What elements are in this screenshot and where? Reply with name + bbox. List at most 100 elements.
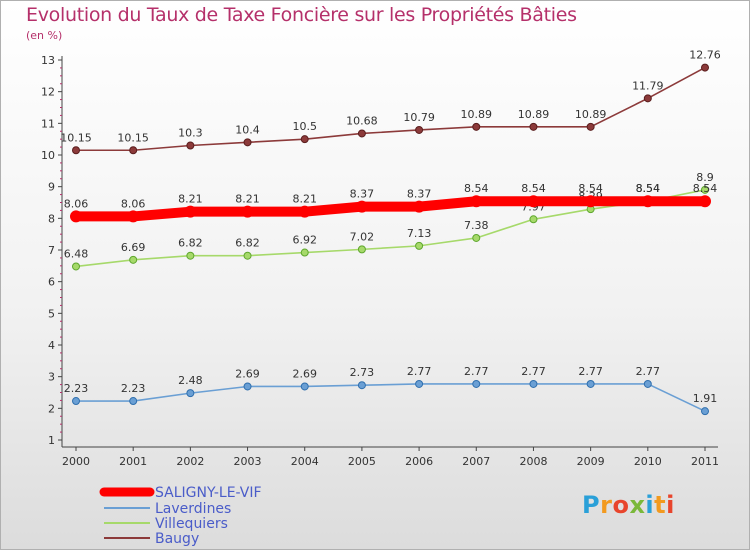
data-label: 8.37 — [407, 188, 432, 201]
x-tick-label: 2002 — [176, 455, 204, 468]
data-point — [415, 125, 424, 134]
data-label: 11.79 — [632, 79, 664, 92]
data-point — [529, 215, 538, 224]
data-label: 8.21 — [292, 193, 317, 206]
y-tick-label: 7 — [48, 244, 55, 257]
data-point — [300, 382, 309, 391]
data-label: 8.06 — [64, 197, 89, 210]
data-label: 2.77 — [407, 365, 432, 378]
y-tick-label: 4 — [48, 339, 55, 352]
data-point — [701, 407, 709, 416]
data-point — [472, 122, 481, 131]
data-label: 10.79 — [403, 111, 435, 124]
x-tick-label: 2011 — [691, 455, 719, 468]
y-tick-label: 1 — [48, 434, 55, 447]
data-point — [699, 195, 711, 208]
data-label: 2.77 — [636, 365, 661, 378]
y-tick-label: 10 — [41, 149, 55, 162]
data-label: 10.15 — [60, 131, 92, 144]
logo-letter: r — [600, 491, 613, 519]
data-label: 6.82 — [235, 237, 260, 250]
data-point — [243, 251, 252, 260]
proxiti-logo: Proxiti — [582, 491, 675, 519]
series-line-baugy — [75, 66, 706, 152]
data-label: 8.37 — [350, 188, 375, 201]
data-point — [641, 195, 654, 208]
data-point — [701, 63, 709, 72]
data-point — [129, 146, 138, 155]
x-tick-label: 2008 — [519, 455, 547, 468]
data-label: 2.77 — [521, 365, 546, 378]
data-point — [357, 381, 366, 390]
data-label: 10.89 — [575, 108, 607, 121]
data-point — [472, 233, 481, 242]
y-tick-label: 13 — [41, 54, 55, 67]
data-label: 10.68 — [346, 114, 378, 127]
series-line-laverdines — [75, 383, 706, 412]
data-label: 6.48 — [64, 247, 89, 260]
data-point — [413, 200, 426, 213]
data-point — [701, 185, 709, 194]
logo-letter: t — [654, 491, 667, 519]
data-point — [643, 379, 652, 388]
data-label: 10.15 — [117, 131, 149, 144]
data-point — [127, 210, 140, 223]
data-point — [529, 379, 538, 388]
data-label: 8.54 — [636, 182, 661, 195]
series-line-saligny-le-vif — [71, 196, 710, 222]
logo-letter: x — [629, 491, 646, 519]
data-label: 8.54 — [521, 182, 546, 195]
data-point — [70, 210, 82, 223]
x-tick-label: 2001 — [119, 455, 147, 468]
data-point — [357, 245, 366, 254]
data-point — [584, 195, 597, 208]
logo-letter: i — [645, 491, 655, 519]
x-tick-label: 2005 — [348, 455, 376, 468]
data-label: 8.06 — [121, 197, 146, 210]
data-point — [129, 255, 138, 264]
data-point — [241, 205, 254, 218]
y-tick-label: 2 — [48, 402, 55, 415]
data-point — [243, 138, 252, 147]
data-point — [415, 379, 424, 388]
data-point — [186, 251, 195, 260]
data-point — [357, 129, 366, 138]
data-label: 7.02 — [350, 230, 375, 243]
data-point — [300, 248, 309, 257]
y-tick-label: 11 — [41, 117, 55, 130]
data-label: 2.69 — [235, 367, 260, 380]
data-point — [298, 205, 311, 218]
data-point — [72, 262, 80, 271]
data-label: 2.48 — [178, 374, 203, 387]
data-label: 7.38 — [464, 219, 489, 232]
x-tick-label: 2000 — [62, 455, 90, 468]
x-tick-label: 2010 — [634, 455, 662, 468]
data-label: 2.23 — [64, 382, 89, 395]
data-label: 2.77 — [464, 365, 489, 378]
data-point — [415, 241, 424, 250]
data-label: 8.54 — [636, 182, 661, 195]
data-label: 12.76 — [689, 49, 721, 62]
data-point — [643, 94, 652, 103]
data-label: 8.21 — [235, 193, 260, 206]
x-tick-label: 2003 — [234, 455, 262, 468]
legend-label: Baugy — [155, 531, 199, 547]
y-tick-label: 5 — [48, 307, 55, 320]
data-label: 10.89 — [461, 108, 493, 121]
legend-label: Laverdines — [155, 501, 231, 517]
data-label: 8.54 — [693, 182, 718, 195]
logo-letter: i — [666, 491, 675, 519]
data-label: 8.9 — [696, 171, 714, 184]
data-label: 8.54 — [464, 182, 489, 195]
data-point — [184, 205, 197, 218]
y-tick-label: 6 — [48, 276, 55, 289]
y-tick-label: 3 — [48, 371, 55, 384]
data-point — [129, 397, 138, 406]
data-point — [470, 195, 483, 208]
logo-letter: o — [612, 491, 630, 519]
data-label: 10.5 — [292, 120, 317, 133]
data-label: 10.89 — [518, 108, 550, 121]
data-point — [300, 135, 309, 144]
legend-label: SALIGNY-LE-VIF — [155, 485, 262, 501]
